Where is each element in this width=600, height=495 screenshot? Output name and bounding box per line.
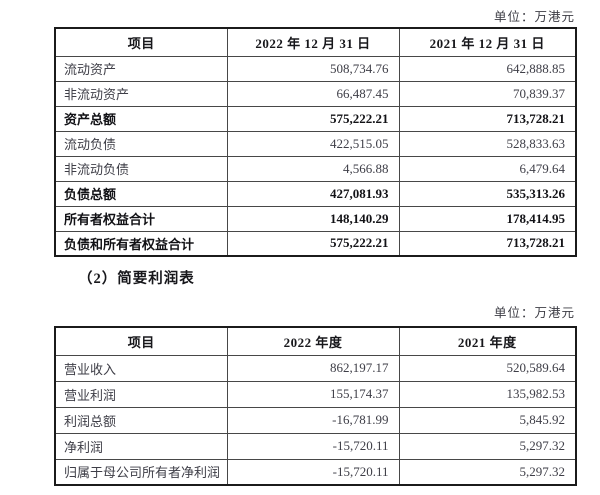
table-row: 负债和所有者权益合计 575,222.21 713,728.21 [54, 230, 577, 257]
value-2021-cell: 178,414.95 [398, 205, 577, 232]
row-label-cell: 营业收入 [54, 354, 228, 382]
value-2022-cell: 508,734.76 [226, 55, 400, 82]
column-header-2022-date: 2022 年 12 月 31 日 [226, 27, 400, 57]
value-2022-cell: -16,781.99 [226, 406, 400, 434]
value-2021-cell: 5,297.32 [398, 432, 577, 460]
section-heading-income-statement: （2）简要利润表 [78, 271, 195, 287]
row-label-cell: 利润总额 [54, 406, 228, 434]
unit-label-income: 单位：万港元 [493, 306, 575, 320]
column-header-2022-year: 2022 年度 [226, 326, 400, 356]
value-2021-cell: 135,982.53 [398, 380, 577, 408]
value-2022-cell: 575,222.21 [226, 105, 400, 132]
value-2022-cell: -15,720.11 [226, 432, 400, 460]
unit-label-balance: 单位：万港元 [493, 10, 575, 24]
table-row: 营业利润 155,174.37 135,982.53 [54, 380, 577, 408]
row-label-cell: 非流动负债 [54, 155, 228, 182]
income-statement-table: 项目 2022 年度 2021 年度 营业收入 862,197.17 520,589… [54, 326, 577, 486]
row-label-cell: 净利润 [54, 432, 228, 460]
column-header-2021-year: 2021 年度 [398, 326, 577, 356]
row-label-cell: 流动负债 [54, 130, 228, 157]
value-2021-cell: 5,845.92 [398, 406, 577, 434]
row-label-cell: 归属于母公司所有者净利润 [54, 458, 228, 486]
table-row: 营业收入 862,197.17 520,589.64 [54, 354, 577, 382]
table-row: 非流动负债 4,566.88 6,479.64 [54, 155, 577, 182]
row-label-cell: 所有者权益合计 [54, 205, 228, 232]
row-label-cell: 非流动资产 [54, 80, 228, 107]
row-label-cell: 负债和所有者权益合计 [54, 230, 228, 257]
value-2021-cell: 713,728.21 [398, 105, 577, 132]
table-row: 流动资产 508,734.76 642,888.85 [54, 55, 577, 82]
value-2022-cell: 575,222.21 [226, 230, 400, 257]
value-2021-cell: 520,589.64 [398, 354, 577, 382]
table-row: 利润总额 -16,781.99 5,845.92 [54, 406, 577, 434]
table-row: 非流动资产 66,487.45 70,839.37 [54, 80, 577, 107]
value-2022-cell: 155,174.37 [226, 380, 400, 408]
row-label-cell: 流动资产 [54, 55, 228, 82]
value-2021-cell: 6,479.64 [398, 155, 577, 182]
value-2021-cell: 535,313.26 [398, 180, 577, 207]
column-header-item: 项目 [54, 27, 228, 57]
table-row: 净利润 -15,720.11 5,297.32 [54, 432, 577, 460]
value-2022-cell: 862,197.17 [226, 354, 400, 382]
value-2022-cell: 4,566.88 [226, 155, 400, 182]
value-2021-cell: 642,888.85 [398, 55, 577, 82]
balance-sheet-header: 项目 2022 年 12 月 31 日 2021 年 12 月 31 日 [54, 27, 577, 57]
column-header-item: 项目 [54, 326, 228, 356]
table-row: 资产总额 575,222.21 713,728.21 [54, 105, 577, 132]
table-row: 归属于母公司所有者净利润 -15,720.11 5,297.32 [54, 458, 577, 486]
value-2022-cell: -15,720.11 [226, 458, 400, 486]
table-row: 流动负债 422,515.05 528,833.63 [54, 130, 577, 157]
table-row: 负债总额 427,081.93 535,313.26 [54, 180, 577, 207]
row-label-cell: 营业利润 [54, 380, 228, 408]
value-2021-cell: 713,728.21 [398, 230, 577, 257]
row-label-cell: 资产总额 [54, 105, 228, 132]
row-label-cell: 负债总额 [54, 180, 228, 207]
balance-sheet-body: 流动资产 508,734.76 642,888.85 非流动资产 66,487.45 70… [54, 55, 577, 257]
value-2021-cell: 5,297.32 [398, 458, 577, 486]
income-statement-body: 营业收入 862,197.17 520,589.64 营业利润 155,174.37 13… [54, 354, 577, 486]
balance-sheet-table: 项目 2022 年 12 月 31 日 2021 年 12 月 31 日 流动资… [54, 27, 577, 257]
value-2021-cell: 528,833.63 [398, 130, 577, 157]
income-statement-header: 项目 2022 年度 2021 年度 [54, 326, 577, 356]
value-2022-cell: 422,515.05 [226, 130, 400, 157]
column-header-2021-date: 2021 年 12 月 31 日 [398, 27, 577, 57]
value-2022-cell: 66,487.45 [226, 80, 400, 107]
value-2021-cell: 70,839.37 [398, 80, 577, 107]
value-2022-cell: 427,081.93 [226, 180, 400, 207]
value-2022-cell: 148,140.29 [226, 205, 400, 232]
table-row: 所有者权益合计 148,140.29 178,414.95 [54, 205, 577, 232]
